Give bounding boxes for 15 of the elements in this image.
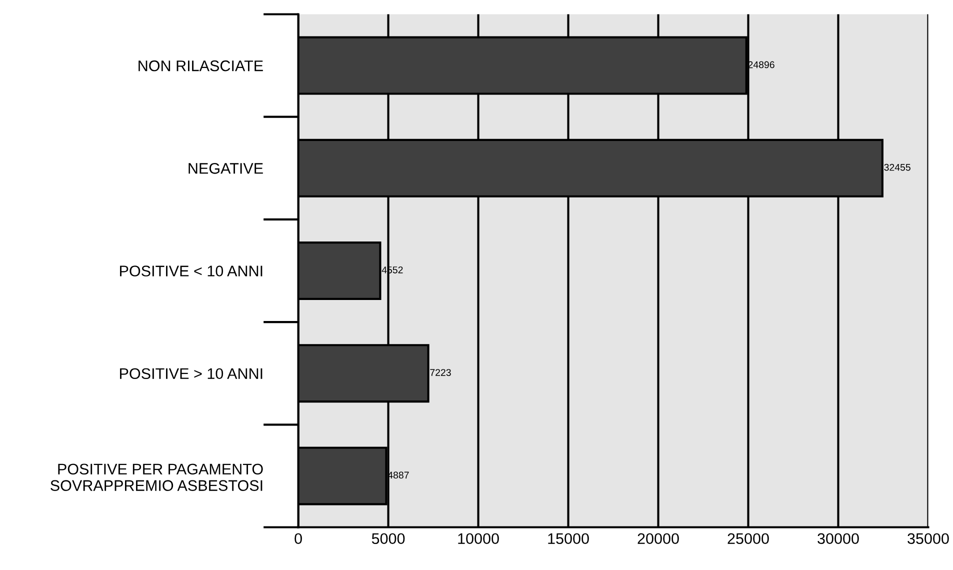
y-tick-label: POSITIVE < 10 ANNI [120, 266, 262, 276]
data-label: 32455 [884, 164, 910, 171]
y-tick-label: POSITIVE > 10 ANNI [120, 368, 262, 380]
x-tick-label: 25000 [728, 533, 769, 544]
data-label: 7223 [430, 369, 451, 376]
y-tick-label: NEGATIVE [188, 163, 263, 174]
x-tick-label: 35000 [908, 533, 949, 544]
x-tick-label: 5000 [372, 533, 405, 544]
x-tick-label: 10000 [458, 533, 499, 544]
y-tick-label: POSITIVE PER PAGAMENTO SOVRAPPREMIO ASBESTOSI [50, 464, 263, 491]
x-tick-label: 20000 [638, 533, 679, 544]
x-tick-label: 30000 [818, 533, 859, 544]
x-tick-label: 0 [294, 533, 302, 544]
y-tick-label: NON RILASCIATE [138, 60, 263, 72]
x-tick-label: 15000 [548, 533, 589, 544]
